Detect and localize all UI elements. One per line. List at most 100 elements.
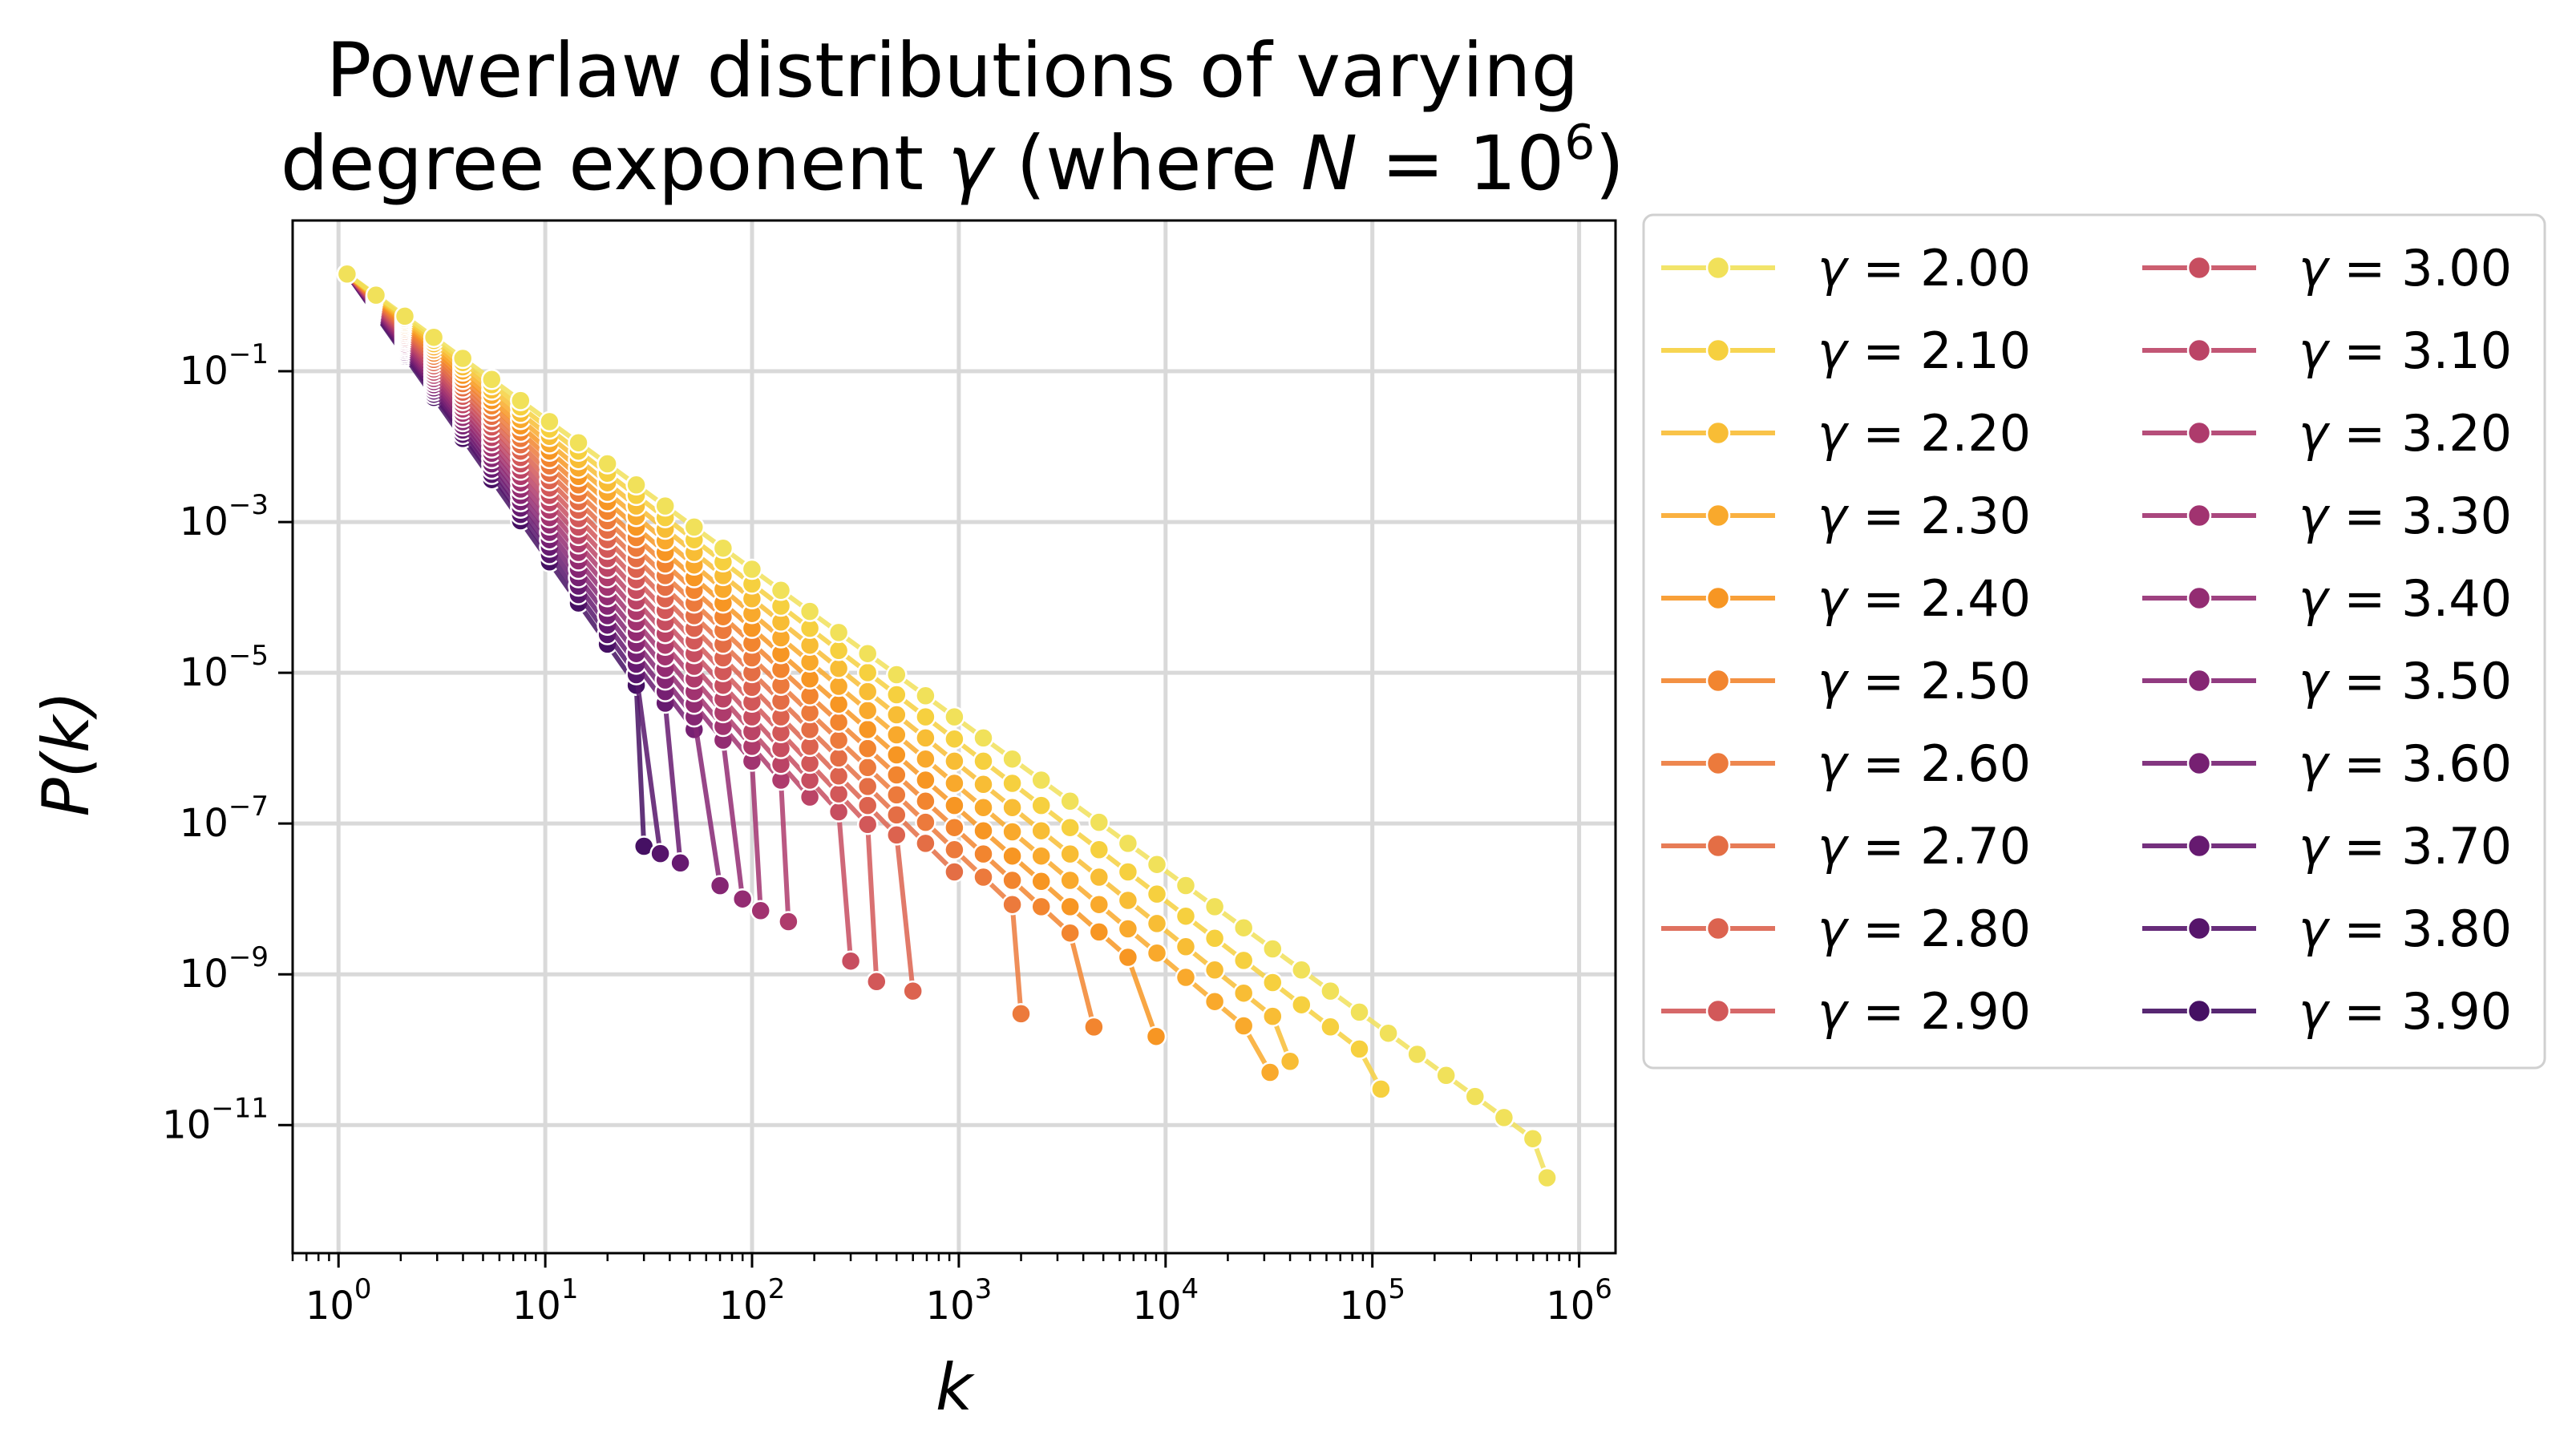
data-point: [1291, 993, 1312, 1016]
data-point: [856, 814, 879, 835]
data-point: [778, 911, 799, 932]
data-point: [886, 684, 908, 706]
data-point: [597, 453, 618, 475]
legend-item: γ = 2.60: [1661, 734, 2031, 793]
data-point: [451, 347, 474, 370]
data-point: [1349, 1001, 1370, 1023]
data-point: [1232, 982, 1255, 1004]
data-point: [1059, 816, 1081, 839]
data-point: [336, 263, 358, 285]
grid: [293, 220, 1616, 1253]
data-point: [1349, 1038, 1370, 1060]
series-line: [346, 272, 1292, 1062]
legend-swatch-marker: [2186, 255, 2212, 281]
data-point: [866, 971, 888, 993]
data-point: [1146, 883, 1168, 905]
chart-title: Powerlaw distributions of varying degree…: [281, 27, 1624, 208]
data-point: [973, 750, 994, 772]
legend-swatch-marker: [2186, 338, 2212, 363]
data-point: [839, 950, 862, 972]
data-point: [902, 980, 924, 1002]
y-tick-label: 10−5: [180, 640, 269, 695]
y-tick-label: 10−9: [180, 941, 269, 997]
data-point: [1088, 866, 1110, 888]
data-point: [886, 724, 908, 746]
x-tick-label: 105: [1339, 1273, 1405, 1329]
legend-label: γ = 2.50: [1818, 652, 2031, 710]
data-point: [1001, 893, 1023, 916]
data-point: [1117, 889, 1139, 912]
data-point: [915, 791, 936, 812]
legend-label: γ = 3.10: [2299, 322, 2512, 380]
legend-label: γ = 3.90: [2299, 982, 2512, 1041]
y-tick-label: 10−11: [162, 1092, 269, 1147]
legend-swatch-marker: [1705, 916, 1731, 941]
legend-item: γ = 3.10: [2142, 322, 2512, 380]
legend-label: γ = 2.10: [1818, 322, 2031, 380]
legend-item: γ = 2.20: [1661, 404, 2031, 463]
legend-swatch-marker: [1705, 420, 1731, 446]
legend-frame: [1642, 213, 2546, 1070]
data-point: [750, 900, 771, 922]
data-point: [827, 801, 850, 823]
data-point: [1406, 1043, 1428, 1066]
legend-item: γ = 3.20: [2142, 404, 2512, 463]
data-point: [973, 727, 994, 749]
data-point: [1059, 869, 1081, 892]
data-point: [1059, 896, 1081, 918]
data-point: [856, 738, 879, 759]
data-point: [1001, 845, 1023, 867]
legend-label: γ = 2.70: [1818, 817, 2031, 876]
data-point: [973, 866, 994, 888]
data-point: [1059, 922, 1081, 944]
data-point: [1030, 845, 1052, 867]
data-point: [915, 706, 936, 728]
data-point: [568, 431, 589, 454]
data-point: [1232, 916, 1255, 939]
data-point: [1030, 769, 1052, 791]
data-point: [1175, 905, 1197, 927]
data-point: [683, 516, 706, 538]
legend-swatch-marker: [2186, 668, 2212, 694]
data-point: [625, 474, 647, 496]
title-line-2: degree exponent γ (where N = 106): [281, 115, 1624, 208]
legend-swatch-marker: [1705, 338, 1731, 363]
data-point: [799, 601, 821, 622]
data-point: [1117, 832, 1139, 855]
data-point: [741, 558, 763, 580]
data-point: [886, 664, 908, 686]
data-point: [1370, 1078, 1392, 1100]
legend-swatch-marker: [2186, 585, 2212, 611]
data-point: [1088, 811, 1110, 833]
data-point: [915, 748, 936, 770]
data-point: [654, 495, 676, 517]
data-point: [856, 775, 879, 798]
data-point: [856, 661, 879, 684]
legend-label: γ = 2.90: [1818, 982, 2031, 1041]
data-point: [1203, 928, 1226, 949]
data-point: [944, 839, 965, 861]
x-tick-label: 100: [305, 1273, 372, 1329]
data-point: [973, 796, 994, 819]
legend-label: γ = 2.00: [1818, 239, 2031, 297]
data-point: [770, 580, 792, 601]
data-point: [1117, 946, 1139, 969]
data-point: [1010, 1003, 1032, 1025]
y-tick-label: 10−7: [180, 791, 269, 846]
data-point: [1262, 938, 1284, 960]
data-point: [1059, 791, 1081, 812]
data-point: [1088, 839, 1110, 861]
legend-swatch-marker: [1705, 585, 1731, 611]
legend-label: γ = 2.40: [1818, 569, 2031, 628]
legend-label: γ = 3.20: [2299, 404, 2512, 463]
legend-swatch-marker: [1705, 255, 1731, 281]
data-point: [1291, 959, 1312, 981]
data-point: [856, 681, 879, 702]
data-point: [539, 411, 560, 433]
data-point: [1203, 990, 1226, 1013]
data-point: [1145, 1025, 1167, 1047]
data-point: [856, 795, 879, 816]
x-tick-label: 106: [1546, 1273, 1612, 1329]
data-point: [827, 747, 850, 769]
data-point: [1030, 896, 1052, 918]
